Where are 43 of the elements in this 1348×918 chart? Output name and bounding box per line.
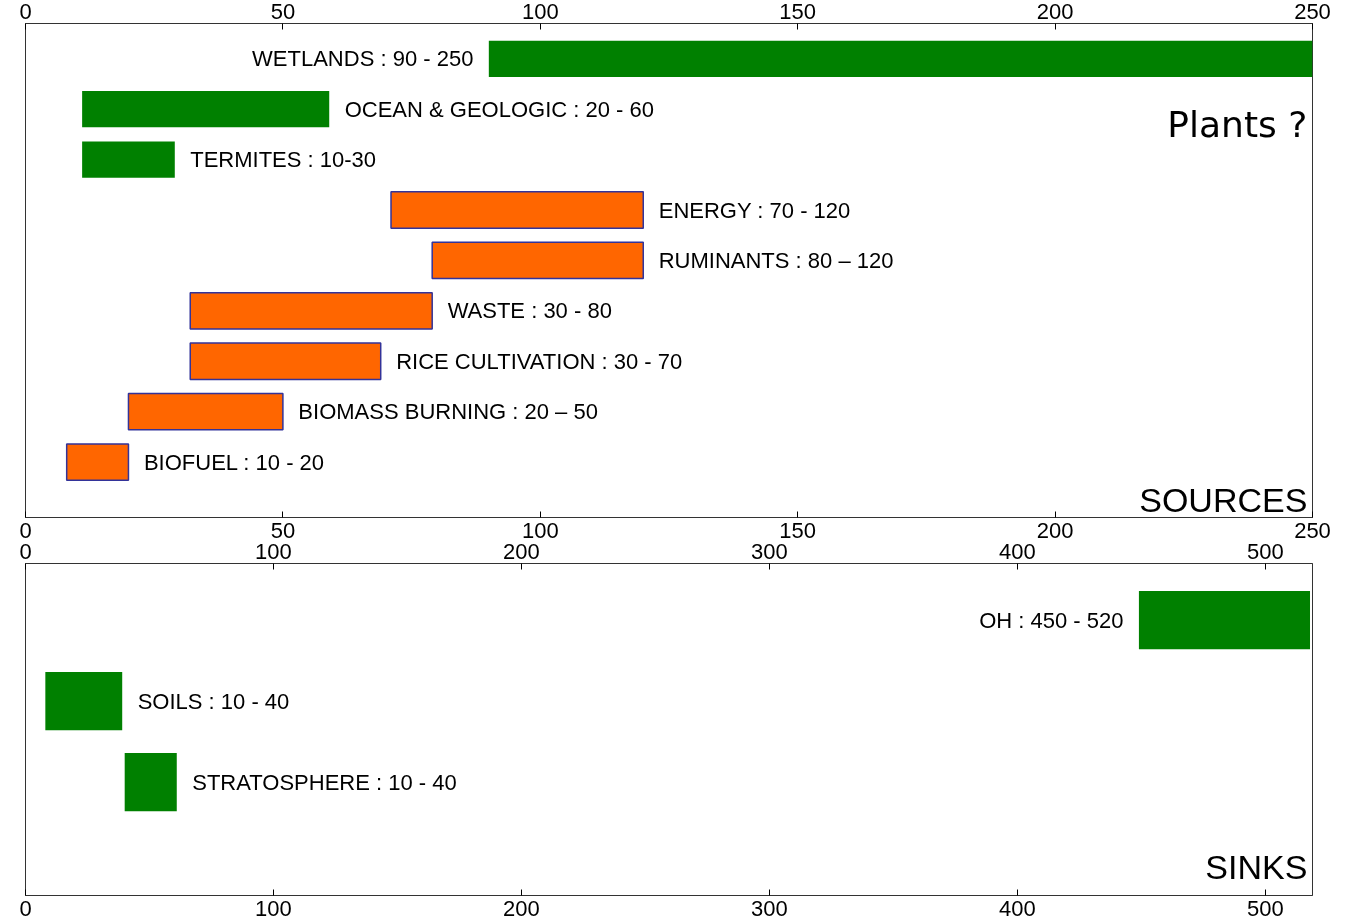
y-tick-label: OH : 450 - 520 bbox=[979, 607, 1124, 633]
bar bbox=[65, 443, 130, 481]
bar bbox=[1138, 591, 1311, 650]
bar bbox=[431, 241, 645, 280]
category-label: RICE CULTIVATION : 30 - 70 bbox=[396, 348, 683, 374]
category-label: TERMITES : 10-30 bbox=[190, 147, 377, 173]
x-tick-label: 50 bbox=[270, 0, 296, 24]
category-label: BIOMASS BURNING : 20 – 50 bbox=[298, 399, 598, 425]
x2-tick-label: 0 bbox=[19, 895, 32, 918]
x-tick-label: 400 bbox=[999, 538, 1036, 564]
bar bbox=[488, 40, 1313, 77]
annotation: Plants ? bbox=[1167, 103, 1308, 145]
x-tick-label: 150 bbox=[779, 0, 817, 24]
category-label: OCEAN & GEOLOGIC : 20 - 60 bbox=[344, 96, 654, 122]
x-tick-label: 250 bbox=[1294, 0, 1331, 24]
bar bbox=[189, 291, 433, 330]
category-label: RUMINANTS : 80 – 120 bbox=[658, 247, 894, 273]
y-tick-label: SOILS : 10 - 40 bbox=[137, 688, 290, 714]
x-tick-label: 100 bbox=[521, 0, 559, 24]
x-tick-label: 500 bbox=[1247, 538, 1284, 564]
x2-tick-label: 100 bbox=[255, 895, 292, 918]
category-label: BIOFUEL : 10 - 20 bbox=[143, 449, 325, 475]
x-tick-label: 200 bbox=[1036, 0, 1074, 24]
x2-tick-label: 200 bbox=[503, 895, 540, 918]
category-label: WASTE : 30 - 80 bbox=[447, 298, 612, 324]
x-tick-label: 0 bbox=[19, 0, 32, 24]
y-tick-label: STRATOSPHERE : 10 - 40 bbox=[192, 769, 457, 795]
category-label: WETLANDS : 90 - 250 bbox=[252, 46, 474, 72]
annotation: SOURCES bbox=[1139, 480, 1308, 519]
x2-tick-label: 400 bbox=[999, 895, 1036, 918]
bar bbox=[127, 392, 284, 431]
bar bbox=[390, 191, 645, 229]
bar bbox=[45, 672, 123, 731]
x2-tick-label: 500 bbox=[1247, 895, 1284, 918]
category-label: ENERGY : 70 - 120 bbox=[658, 197, 851, 223]
bar bbox=[189, 342, 382, 381]
x2-tick-label: 200 bbox=[1036, 517, 1074, 543]
x2-tick-label: 300 bbox=[751, 895, 788, 918]
x2-tick-label: 250 bbox=[1294, 517, 1331, 543]
bar bbox=[82, 141, 175, 178]
text: SINKS bbox=[1205, 848, 1308, 887]
bar bbox=[82, 91, 330, 128]
bar bbox=[124, 752, 177, 812]
